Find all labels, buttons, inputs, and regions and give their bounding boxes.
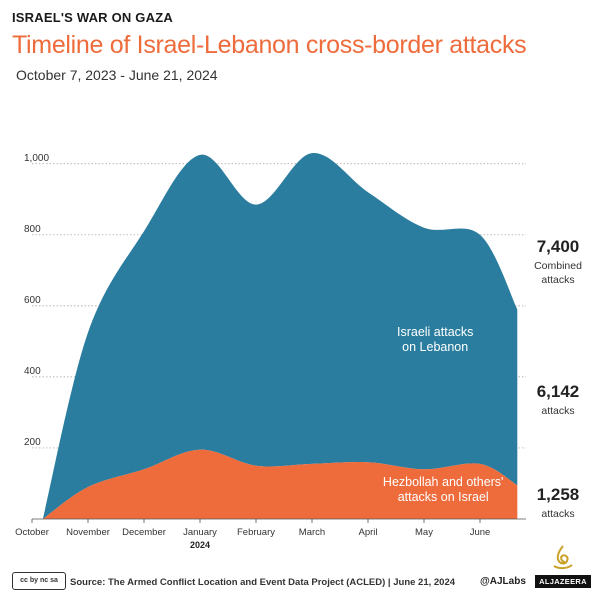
x-tick-label: December [122, 527, 166, 538]
total-value: 1,258 [537, 485, 580, 504]
x-year-label: 2024 [190, 540, 210, 550]
source-note: Source: The Armed Conflict Location and … [70, 577, 456, 588]
footer: cc by nc sa Source: The Armed Conflict L… [0, 570, 600, 600]
x-tick-label: October [15, 527, 49, 538]
aljazeera-calligraphy-icon [553, 545, 573, 570]
x-tick-label: April [358, 527, 377, 538]
page-title: Timeline of Israel-Lebanon cross-border … [12, 31, 527, 59]
area-hezbollah-attacks [42, 449, 518, 519]
aljazeera-logo: ALJAZEERA [535, 545, 591, 595]
y-axis-ticks: 200 400 600 800 1,000 [24, 153, 49, 448]
label-israeli-attacks: on Lebanon [402, 340, 468, 354]
totals-labels: 7,400 Combined attacks 6,142 attacks 1,258 att… [534, 237, 582, 520]
aljazeera-wordmark: ALJAZEERA [535, 575, 591, 588]
area-israeli-attacks [42, 152, 518, 520]
x-tick-label: March [299, 527, 325, 538]
y-tick-label: 1,000 [24, 153, 49, 164]
stacked-area-chart: 200 400 600 800 1,000 October November Decembe… [15, 152, 582, 550]
total-unit: attacks [541, 405, 574, 417]
y-tick-label: 600 [24, 295, 41, 306]
x-tick-label: May [415, 527, 433, 538]
date-range: October 7, 2023 - June 21, 2024 [16, 67, 218, 83]
total-unit: attacks [541, 274, 574, 286]
x-tick-label: February [237, 527, 275, 538]
area-series [32, 152, 526, 520]
ajlabs-credit: @AJLabs [480, 576, 526, 587]
x-axis-ticks: October November December January February Ma… [15, 519, 490, 550]
x-tick-label: November [66, 527, 110, 538]
creative-commons-badge: cc by nc sa [12, 572, 66, 590]
label-hezbollah-attacks: attacks on Israel [398, 490, 489, 504]
y-tick-label: 400 [24, 366, 41, 377]
kicker: ISRAEL'S WAR ON GAZA [12, 10, 173, 25]
total-unit: attacks [541, 508, 574, 520]
x-tick-label: June [470, 527, 491, 538]
total-value: 6,142 [537, 382, 580, 401]
total-value: 7,400 [537, 237, 580, 256]
y-tick-label: 200 [24, 437, 41, 448]
total-unit: Combined [534, 260, 582, 272]
x-tick-label: January [183, 527, 217, 538]
label-hezbollah-attacks: Hezbollah and others' [383, 475, 504, 489]
y-tick-label: 800 [24, 224, 41, 235]
label-israeli-attacks: Israeli attacks [397, 325, 473, 339]
